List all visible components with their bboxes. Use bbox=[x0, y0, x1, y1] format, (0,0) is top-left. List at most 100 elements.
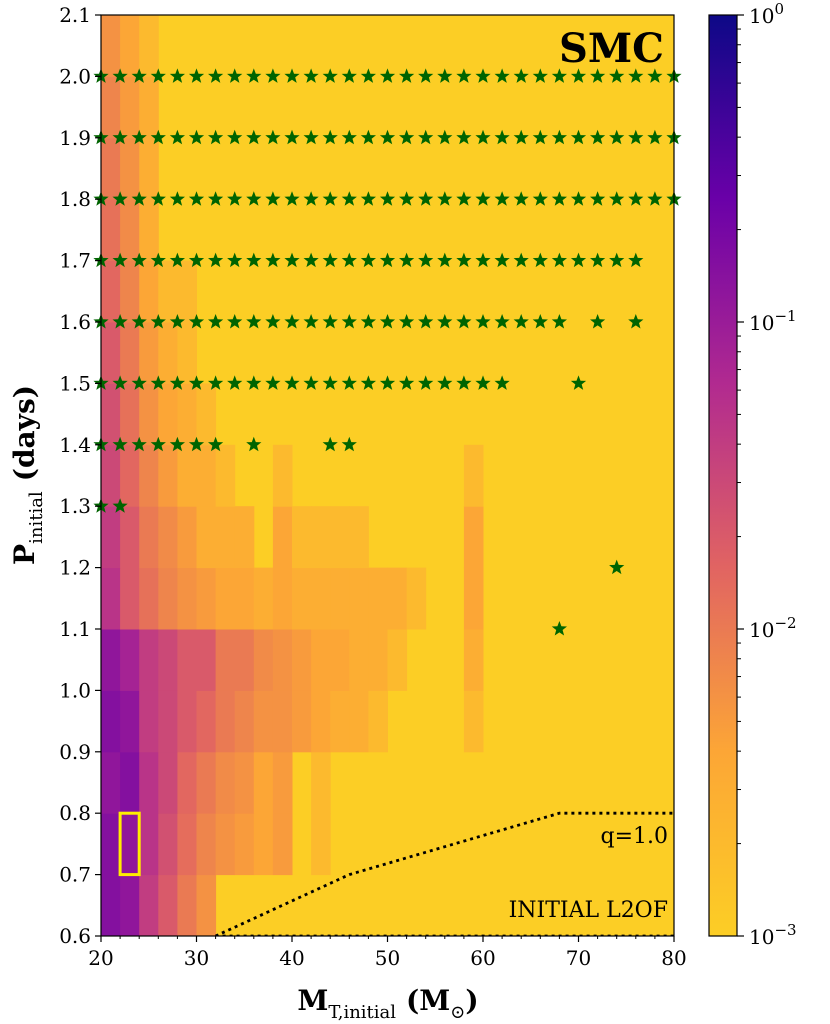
heatmap-cell bbox=[139, 76, 159, 139]
heatmap-cell bbox=[272, 444, 293, 507]
x-tick-label: 20 bbox=[88, 946, 113, 970]
y-tick-label: 1.8 bbox=[59, 187, 91, 211]
star-marker bbox=[169, 129, 185, 145]
star-marker bbox=[265, 375, 281, 390]
star-marker bbox=[284, 129, 300, 145]
heatmap-cell bbox=[311, 629, 331, 691]
heatmap-cell bbox=[234, 567, 255, 630]
star-marker bbox=[590, 314, 606, 329]
star-marker bbox=[475, 375, 491, 390]
heatmap-cell bbox=[139, 260, 159, 323]
star-marker bbox=[303, 68, 319, 83]
star-marker bbox=[265, 252, 281, 268]
heatmap-cell bbox=[139, 567, 159, 630]
heatmap-cell bbox=[120, 690, 140, 753]
x-tick-label: 60 bbox=[470, 946, 495, 970]
y-tick-label: 2.0 bbox=[59, 64, 91, 88]
star-marker bbox=[609, 252, 625, 268]
x-tick-label: 80 bbox=[661, 946, 686, 970]
star-marker bbox=[379, 191, 396, 206]
heatmap-cell bbox=[272, 751, 293, 814]
heatmap-cell bbox=[120, 199, 140, 262]
heatmap-cell bbox=[311, 567, 331, 630]
star-marker bbox=[341, 436, 357, 452]
y-tick-label: 1.2 bbox=[59, 556, 91, 580]
star-marker bbox=[475, 252, 491, 268]
heatmap-cell bbox=[215, 567, 236, 630]
heatmap-cell bbox=[215, 506, 236, 569]
star-marker bbox=[322, 68, 338, 83]
star-marker bbox=[379, 129, 396, 145]
star-marker bbox=[570, 252, 587, 268]
heatmap-cell bbox=[120, 137, 140, 200]
star-marker bbox=[227, 375, 243, 390]
heatmap-cell bbox=[349, 690, 369, 753]
star-marker bbox=[551, 68, 567, 83]
y-tick-label: 1.0 bbox=[59, 678, 91, 702]
colorbar-ticks: 100 10−1 10−2 10−3 bbox=[737, 0, 797, 949]
star-marker bbox=[456, 68, 472, 83]
heatmap-cell bbox=[101, 15, 121, 77]
star-marker bbox=[246, 252, 262, 268]
heatmap-cell bbox=[139, 383, 159, 446]
y-tick-label: 1.6 bbox=[59, 310, 91, 334]
heatmap-cell bbox=[196, 690, 217, 753]
heatmap-cell bbox=[311, 813, 331, 876]
star-marker bbox=[570, 68, 587, 83]
star-marker bbox=[628, 314, 644, 329]
star-marker bbox=[150, 252, 166, 268]
star-marker bbox=[360, 129, 376, 145]
star-marker bbox=[437, 314, 453, 329]
star-marker bbox=[628, 129, 644, 145]
heatmap-cell bbox=[349, 567, 369, 630]
heatmap-cell bbox=[196, 567, 217, 630]
heatmap-cells bbox=[101, 15, 484, 936]
heatmap-cell bbox=[101, 751, 121, 814]
star-marker bbox=[322, 191, 338, 206]
star-marker bbox=[284, 68, 300, 83]
star-marker bbox=[360, 375, 376, 390]
star-marker bbox=[246, 68, 262, 83]
heatmap-cell bbox=[349, 506, 369, 569]
y-tick-label: 0.7 bbox=[59, 863, 91, 887]
heatmap-cell bbox=[368, 567, 388, 630]
heatmap-cell bbox=[311, 751, 331, 814]
heatmap-cell bbox=[101, 874, 121, 936]
star-marker bbox=[360, 68, 376, 83]
star-marker bbox=[494, 375, 510, 390]
heatmap-cell bbox=[463, 629, 484, 691]
star-marker bbox=[131, 436, 147, 452]
heatmap-cell bbox=[158, 874, 178, 936]
heatmap-cell bbox=[330, 629, 350, 691]
heatmap-cell bbox=[101, 690, 121, 753]
heatmap-cell bbox=[158, 444, 178, 507]
star-marker bbox=[379, 68, 396, 83]
heatmap-cell bbox=[101, 629, 121, 691]
heatmap-cell bbox=[196, 383, 217, 446]
star-marker bbox=[399, 191, 415, 206]
heatmap-cell bbox=[196, 751, 217, 814]
heatmap-cell bbox=[120, 567, 140, 630]
star-marker bbox=[169, 375, 185, 390]
heatmap-cell bbox=[387, 567, 408, 630]
star-marker bbox=[456, 129, 472, 145]
star-marker bbox=[494, 191, 510, 206]
heatmap-cell bbox=[139, 751, 159, 814]
y-axis: 0.6 0.7 0.8 0.9 1.0 1.1 1.2 1.3 1.4 1.5 1.6 1.7 1.8 1… bbox=[59, 3, 101, 948]
star-marker bbox=[169, 436, 185, 452]
star-marker bbox=[590, 252, 606, 268]
star-marker bbox=[208, 375, 224, 390]
x-tick-label: 30 bbox=[184, 946, 209, 970]
star-marker bbox=[532, 191, 548, 206]
star-marker bbox=[322, 314, 338, 329]
heatmap-cell bbox=[120, 874, 140, 936]
heatmap-cell bbox=[139, 199, 159, 262]
star-marker bbox=[112, 68, 128, 83]
star-marker bbox=[341, 191, 357, 206]
heatmap-cell bbox=[292, 506, 312, 569]
heatmap-cell bbox=[177, 260, 197, 323]
heatmap-cell bbox=[101, 199, 121, 262]
heatmap-cell bbox=[311, 506, 331, 569]
heatmap-cell bbox=[139, 629, 159, 691]
heatmap-cell bbox=[253, 751, 274, 814]
